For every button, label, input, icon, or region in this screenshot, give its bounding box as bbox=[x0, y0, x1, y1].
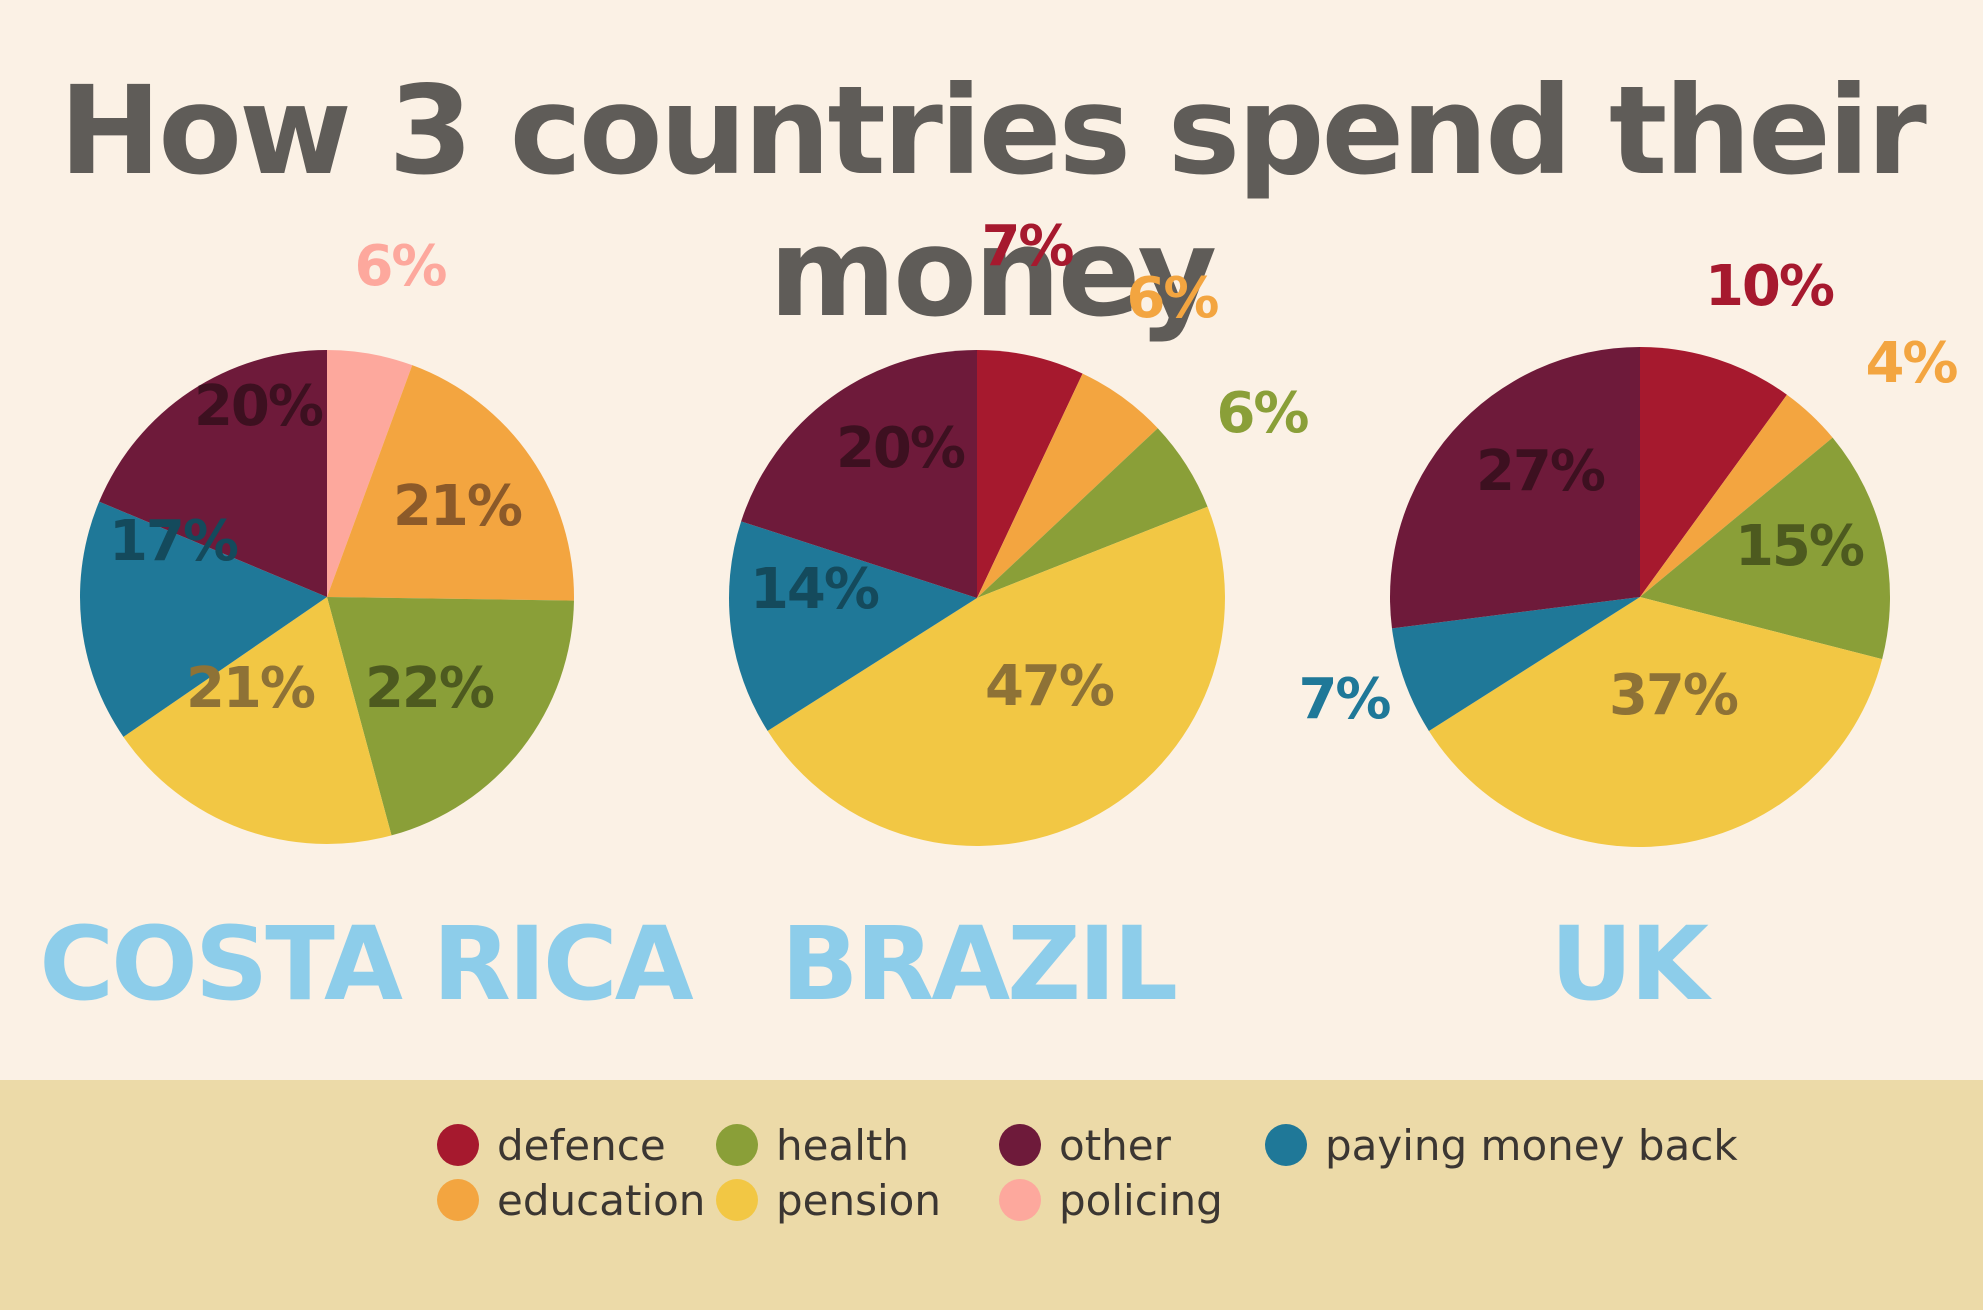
legend-swatch-other bbox=[999, 1124, 1041, 1166]
data-label-uk-education: 4% bbox=[1865, 331, 1957, 396]
data-label-costa-rica-education: 21% bbox=[393, 474, 522, 539]
legend-label-education: education bbox=[497, 1175, 706, 1225]
legend-swatch-paying-money-back bbox=[1265, 1124, 1307, 1166]
pie-slice-uk-education bbox=[1640, 394, 1833, 597]
legend-label-defence: defence bbox=[497, 1120, 666, 1170]
data-label-brazil-other: 20% bbox=[836, 416, 965, 481]
data-label-uk-paying-money-back: 7% bbox=[1298, 667, 1390, 732]
legend-item-other: other bbox=[999, 1120, 1171, 1170]
data-label-brazil-pension: 47% bbox=[985, 654, 1114, 719]
pie-slice-brazil-education bbox=[977, 373, 1158, 598]
legend-swatch-health bbox=[716, 1124, 758, 1166]
data-label-uk-health: 15% bbox=[1735, 514, 1864, 579]
legend-swatch-defence bbox=[437, 1124, 479, 1166]
pie-title-brazil: BRAZIL bbox=[780, 905, 1178, 1024]
pie-slice-uk-defence bbox=[1640, 347, 1787, 597]
legend: defence education health pension other p… bbox=[0, 1080, 1983, 1310]
pie-slice-brazil-defence bbox=[977, 350, 1083, 598]
data-label-uk-pension: 37% bbox=[1609, 663, 1738, 728]
legend-item-pension: pension bbox=[716, 1175, 941, 1225]
data-label-uk-defence: 10% bbox=[1705, 254, 1834, 319]
legend-item-defence: defence bbox=[437, 1120, 666, 1170]
pie-slice-costa-rica-education bbox=[327, 365, 574, 601]
data-label-costa-rica-other: 20% bbox=[194, 374, 323, 439]
pie-slice-costa-rica-policing bbox=[327, 350, 413, 597]
data-label-costa-rica-paying-money-back: 17% bbox=[109, 509, 238, 574]
chart-title: How 3 countries spend their money bbox=[59, 60, 1927, 344]
pie-slice-uk-health bbox=[1640, 437, 1891, 660]
pie-slice-uk-paying-money-back bbox=[1391, 597, 1640, 731]
pie-slice-costa-rica-health bbox=[327, 597, 574, 836]
pie-charts: 6% 21% 22% 21% 17% 20% 7% 6% 6% 47% 14% 20% 10% 4% 15%… bbox=[80, 214, 1959, 848]
pie-slice-brazil-health bbox=[977, 428, 1208, 598]
data-label-costa-rica-health: 22% bbox=[365, 656, 494, 721]
legend-item-health: health bbox=[716, 1120, 909, 1170]
data-label-costa-rica-policing: 6% bbox=[354, 234, 446, 299]
pie-slice-costa-rica-other bbox=[99, 350, 328, 597]
legend-label-paying-money-back: paying money back bbox=[1325, 1120, 1738, 1170]
pie-slice-costa-rica-paying-money-back bbox=[80, 501, 327, 737]
data-label-uk-other: 27% bbox=[1476, 439, 1605, 504]
legend-swatch-policing bbox=[999, 1179, 1041, 1221]
data-label-costa-rica-pension: 21% bbox=[186, 656, 315, 721]
legend-label-pension: pension bbox=[776, 1175, 941, 1225]
pie-slice-brazil-other bbox=[741, 350, 977, 598]
pie-slice-uk-other bbox=[1389, 347, 1640, 629]
pie-slice-uk-pension bbox=[1428, 597, 1883, 848]
legend-item-paying-money-back: paying money back bbox=[1265, 1120, 1738, 1170]
pie-title-costa-rica: COSTA RICA bbox=[39, 905, 693, 1024]
legend-label-policing: policing bbox=[1059, 1175, 1223, 1225]
pie-slice-costa-rica-pension bbox=[123, 597, 392, 845]
pie-title-uk: UK bbox=[1550, 905, 1709, 1024]
pie-slice-brazil-pension bbox=[767, 506, 1225, 846]
pie-slice-brazil-paying-money-back bbox=[729, 521, 977, 731]
data-label-brazil-education: 6% bbox=[1126, 266, 1218, 331]
legend-item-policing: policing bbox=[999, 1175, 1223, 1225]
data-label-brazil-defence: 7% bbox=[981, 214, 1073, 279]
legend-label-health: health bbox=[776, 1120, 909, 1170]
legend-item-education: education bbox=[437, 1175, 705, 1225]
legend-swatch-education bbox=[437, 1179, 479, 1221]
legend-swatch-pension bbox=[716, 1179, 758, 1221]
data-label-brazil-health: 6% bbox=[1216, 381, 1308, 446]
data-label-brazil-paying-money-back: 14% bbox=[750, 557, 879, 622]
legend-label-other: other bbox=[1059, 1120, 1171, 1170]
